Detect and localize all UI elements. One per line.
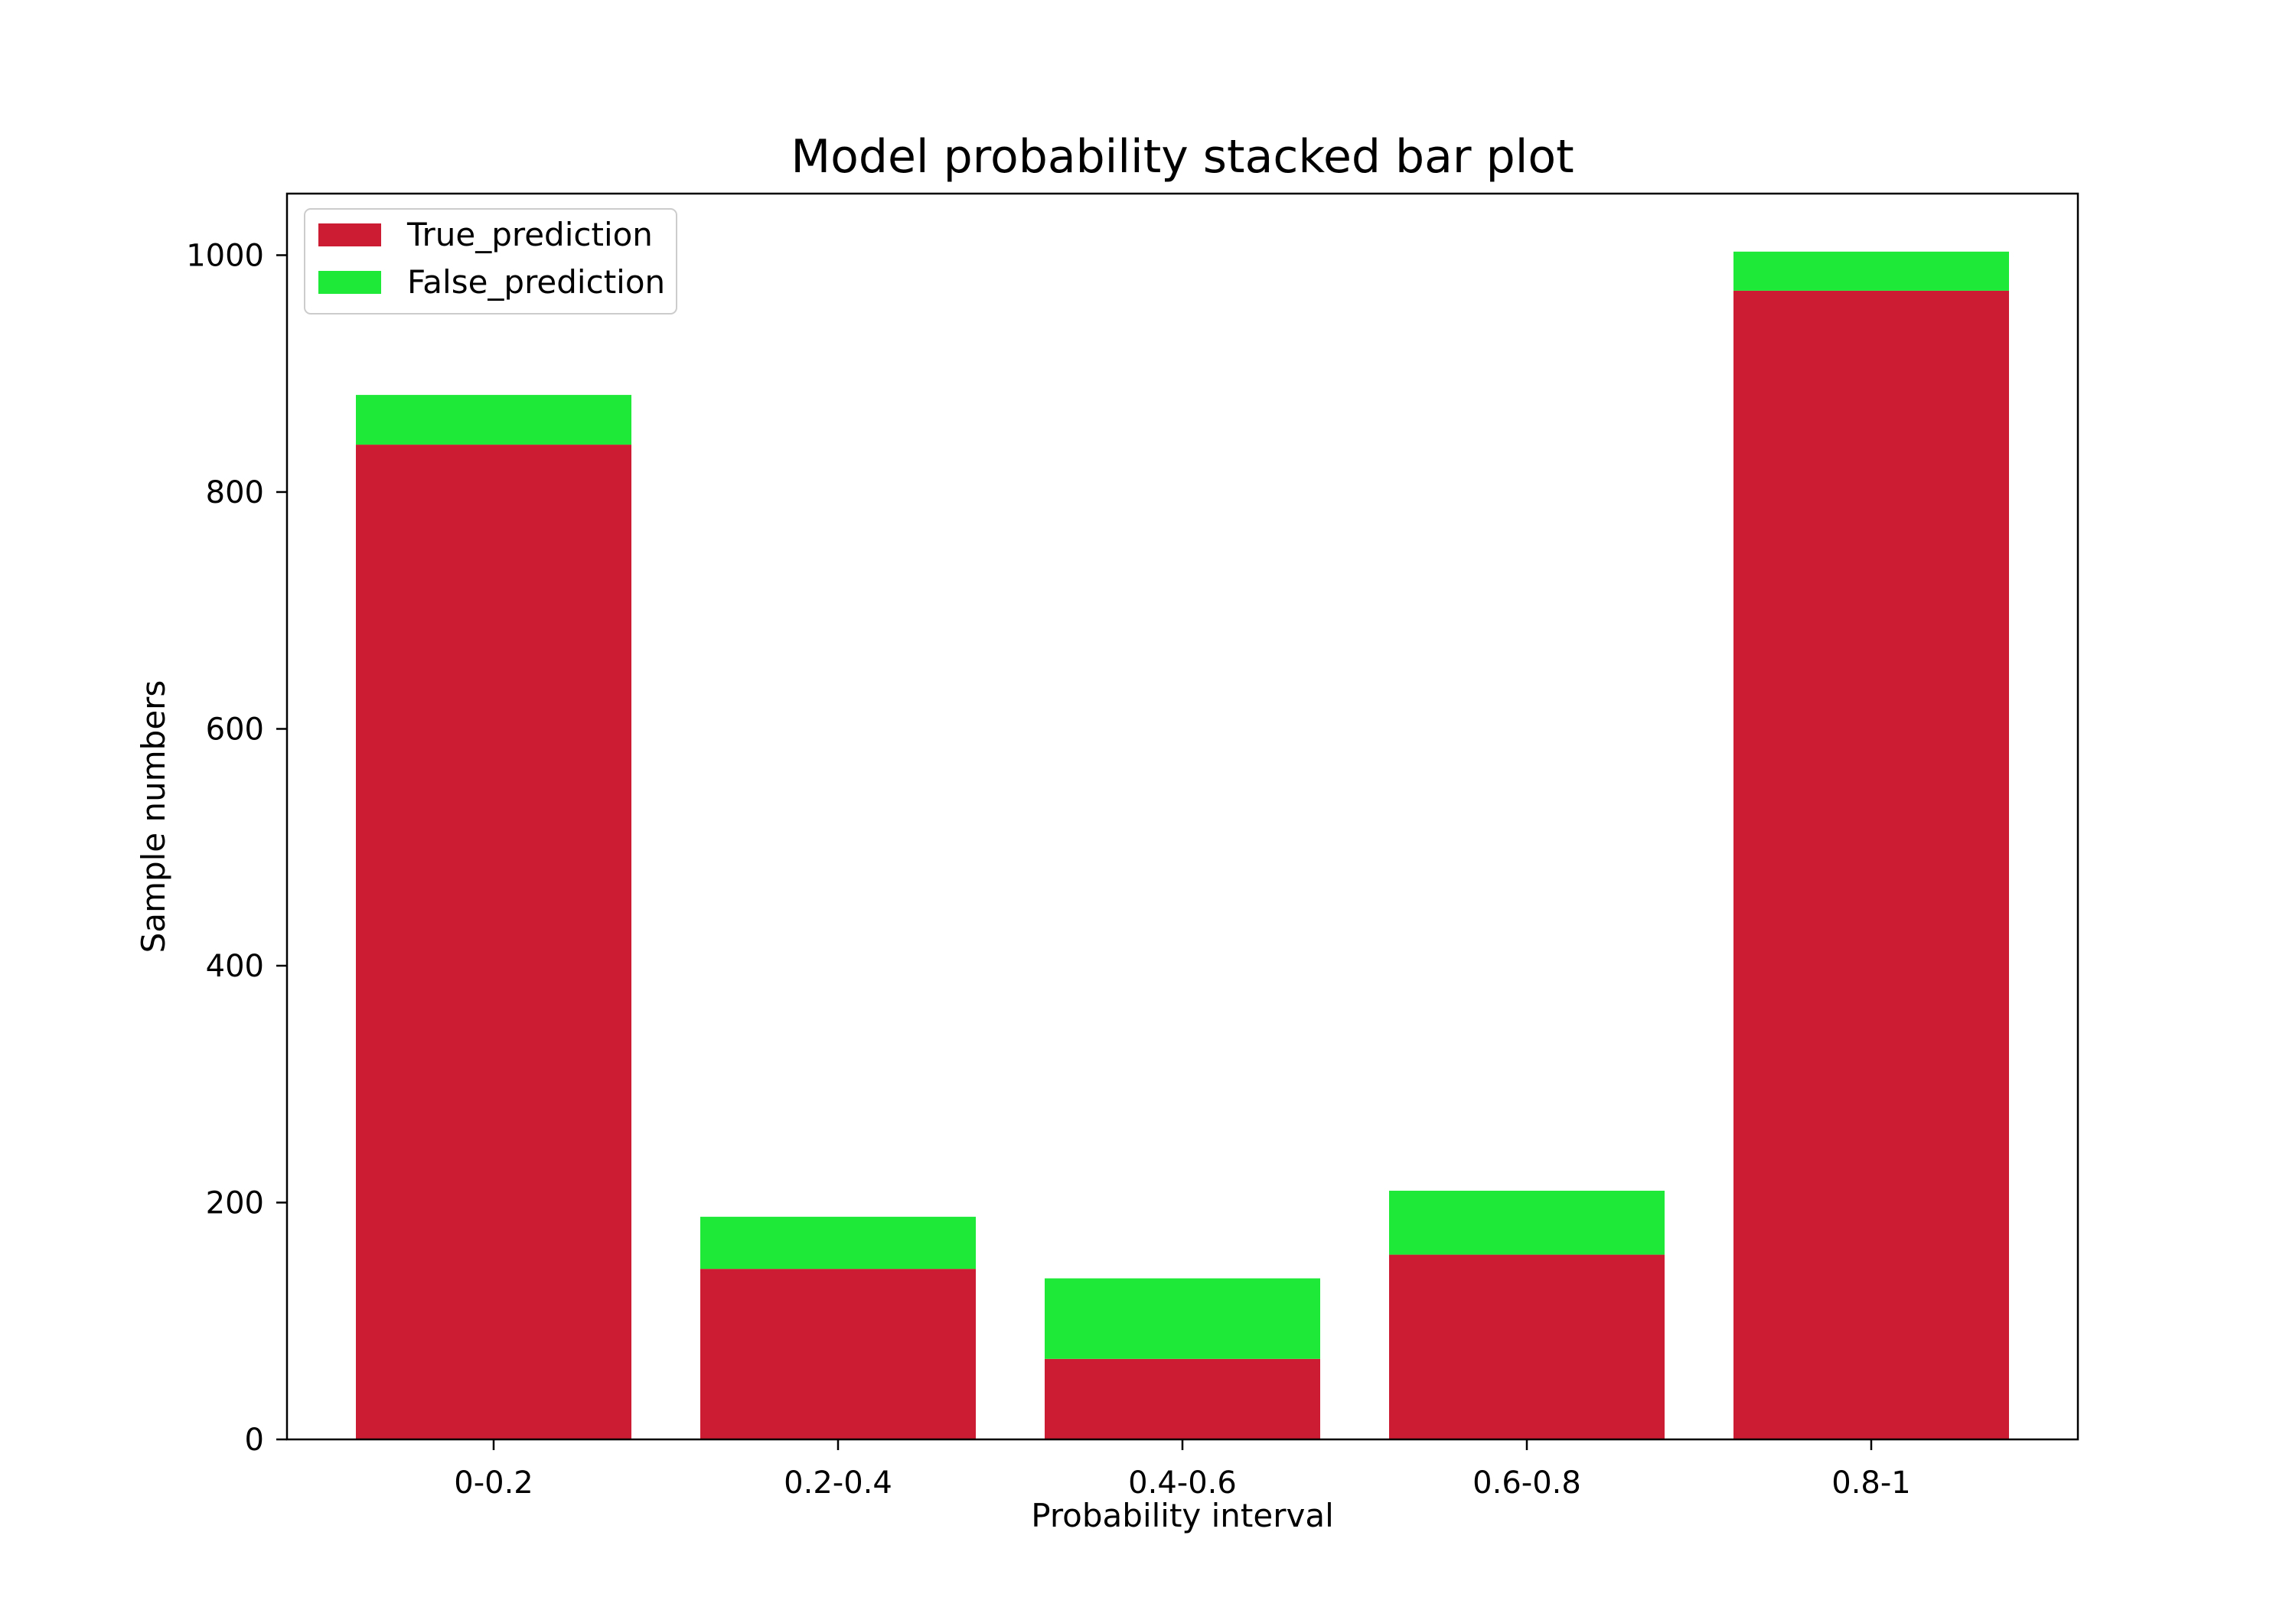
y-tick-label: 400: [206, 949, 264, 984]
legend: True_prediction False_prediction: [304, 208, 677, 315]
x-tick-label: 0.6-0.8: [1473, 1465, 1581, 1501]
x-tick-label: 0.2-0.4: [784, 1465, 892, 1501]
legend-label-false-prediction: False_prediction: [407, 263, 665, 301]
ticks-layer: 0-0.2 0.2-0.4 0.4-0.6 0.6-0.8 0.8-1 0 200 400 60…: [186, 238, 1911, 1501]
x-tick-label: 0.8-1: [1831, 1465, 1911, 1501]
y-tick-label: 200: [206, 1185, 264, 1221]
y-tick-label: 0: [245, 1423, 264, 1458]
bar-false-prediction-0-8-1: [1733, 251, 2009, 291]
y-axis-label: Sample numbers: [135, 680, 172, 953]
x-tick-label: 0.4-0.6: [1128, 1465, 1237, 1501]
bar-true-prediction-0-0-2: [356, 445, 631, 1439]
x-axis-label: Probability interval: [1031, 1497, 1334, 1534]
chart-title: Model probability stacked bar plot: [791, 130, 1574, 184]
plot-frame: [285, 192, 2079, 1441]
bars-layer: [356, 251, 2009, 1439]
legend-swatch-true-prediction: [318, 223, 381, 246]
legend-box: [304, 208, 677, 315]
bar-false-prediction-0-2-0-4: [700, 1217, 976, 1270]
y-tick-label: 800: [206, 475, 264, 510]
bar-false-prediction-0-6-0-8: [1389, 1191, 1665, 1255]
bar-false-prediction-0-4-0-6: [1045, 1278, 1320, 1359]
legend-label-true-prediction: True_prediction: [406, 216, 653, 253]
bar-true-prediction-0-4-0-6: [1045, 1358, 1320, 1439]
y-tick-label: 600: [206, 712, 264, 747]
bar-true-prediction-0-8-1: [1733, 290, 2009, 1439]
bar-true-prediction-0-2-0-4: [700, 1269, 976, 1439]
bar-false-prediction-0-0-2: [356, 395, 631, 445]
legend-swatch-false-prediction: [318, 271, 381, 294]
bar-true-prediction-0-6-0-8: [1389, 1254, 1665, 1439]
x-tick-label: 0-0.2: [454, 1465, 533, 1501]
y-tick-label: 1000: [186, 238, 264, 273]
